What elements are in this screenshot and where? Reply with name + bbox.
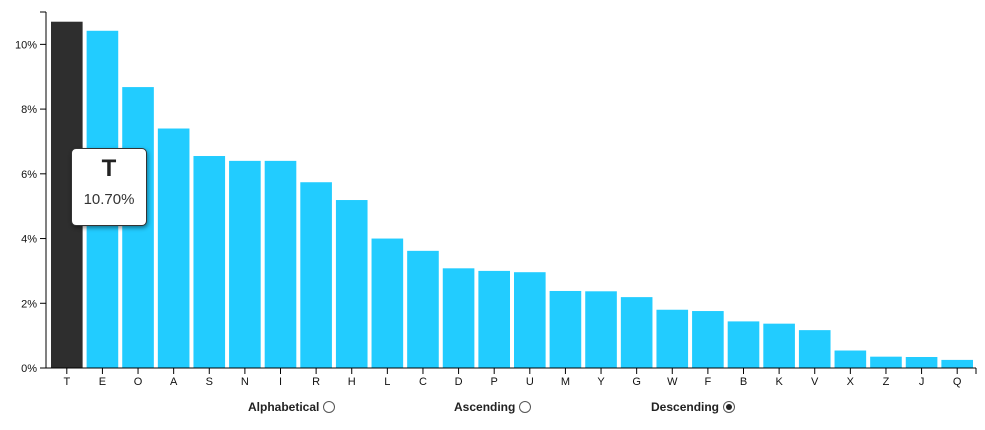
bar-y[interactable] <box>585 291 617 368</box>
bar-d[interactable] <box>442 268 475 368</box>
x-tick-label: Z <box>883 376 890 388</box>
x-tick-label: C <box>419 376 427 388</box>
x-tick-label: H <box>348 376 356 388</box>
x-tick-label: D <box>455 376 463 388</box>
bar-q[interactable] <box>941 359 973 368</box>
x-tick-label: G <box>632 376 641 388</box>
bar-l[interactable] <box>371 238 404 368</box>
bar-r[interactable] <box>300 182 332 368</box>
sort-descending-option[interactable]: Descending <box>651 400 736 414</box>
x-tick-label: B <box>740 376 747 388</box>
sort-ascending-label: Ascending <box>454 400 516 414</box>
bar-b[interactable] <box>727 321 760 368</box>
x-tick-label: U <box>526 376 534 388</box>
bar-i[interactable] <box>264 160 297 368</box>
x-tick-label: N <box>241 376 249 388</box>
bar-w[interactable] <box>656 309 689 368</box>
sort-alphabetical-radio[interactable] <box>323 401 336 413</box>
bar-chart: 0% 2% 4% 6% 8% 10% T E O A S N I R H L C D P U M Y G W F B K V X Z J Q <box>15 11 977 388</box>
bar-c[interactable] <box>407 250 439 368</box>
tooltip-letter: T <box>101 155 117 182</box>
tooltip-value: 10.70% <box>83 191 135 208</box>
x-tick-label: M <box>561 376 570 388</box>
y-tick-label: 6% <box>21 169 37 181</box>
bars-group <box>51 21 973 369</box>
x-tick-label: R <box>312 376 320 388</box>
bar-h[interactable] <box>335 200 368 368</box>
x-tick-label: F <box>705 376 712 388</box>
bar-p[interactable] <box>478 270 510 368</box>
sort-descending-label: Descending <box>651 400 720 414</box>
bar-x[interactable] <box>834 350 867 368</box>
bar-j[interactable] <box>905 356 938 368</box>
bar-g[interactable] <box>620 297 653 368</box>
x-tick-label: X <box>847 376 855 388</box>
sort-ascending-radio[interactable] <box>519 401 532 413</box>
tooltip: T 10.70% <box>71 148 147 226</box>
bar-z[interactable] <box>870 356 902 368</box>
sort-descending-radio[interactable] <box>723 401 736 413</box>
bar-m[interactable] <box>549 290 582 368</box>
bar-n[interactable] <box>229 160 261 368</box>
x-tick-label: O <box>134 376 143 388</box>
x-tick-label: L <box>384 376 390 388</box>
x-tick-label: T <box>63 376 70 388</box>
bar-a[interactable] <box>157 128 190 368</box>
bar-k[interactable] <box>763 323 795 368</box>
bar-f[interactable] <box>692 311 724 368</box>
y-tick-label: 4% <box>21 234 37 246</box>
x-tick-label: K <box>775 376 783 388</box>
y-axis: 0% 2% 4% 6% 8% 10% <box>15 11 47 375</box>
x-tick-label: A <box>170 376 178 388</box>
x-tick-label: Y <box>597 376 605 388</box>
bar-o[interactable] <box>122 87 154 369</box>
bar-v[interactable] <box>798 330 831 368</box>
y-tick-label: 8% <box>21 104 37 116</box>
x-tick-label: V <box>811 376 819 388</box>
x-tick-label: I <box>279 376 282 388</box>
y-tick-label: 2% <box>21 298 37 310</box>
y-tick-label: 10% <box>15 39 37 51</box>
x-tick-label: P <box>491 376 498 388</box>
bar-u[interactable] <box>514 272 546 368</box>
x-tick-label: S <box>206 376 213 388</box>
sort-alphabetical-label: Alphabetical <box>248 400 320 414</box>
sort-alphabetical-option[interactable]: Alphabetical <box>248 400 336 414</box>
x-tick-label: E <box>99 376 106 388</box>
x-tick-label: W <box>667 376 678 388</box>
sort-ascending-option[interactable]: Ascending <box>454 400 532 414</box>
x-tick-label: J <box>919 376 925 388</box>
bar-s[interactable] <box>193 156 226 368</box>
x-tick-label: Q <box>953 376 962 388</box>
sort-controls: Alphabetical Ascending Descending <box>0 400 985 420</box>
y-tick-label: 0% <box>21 363 37 375</box>
